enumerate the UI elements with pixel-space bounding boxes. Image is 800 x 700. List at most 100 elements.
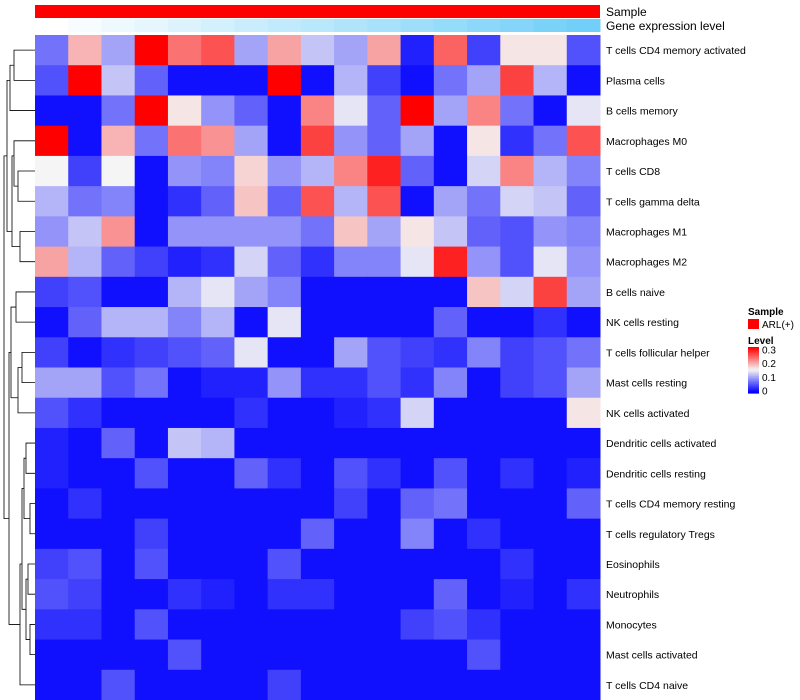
heatmap-cell <box>467 609 501 641</box>
heatmap-cell <box>467 186 501 217</box>
heatmap-cell <box>300 639 335 671</box>
heatmap-cell <box>566 307 601 338</box>
heatmap-cell <box>201 427 235 459</box>
heatmap-cell <box>334 307 368 338</box>
heatmap-cell <box>500 639 535 671</box>
heatmap-cell <box>433 155 468 187</box>
heatmap-cell <box>101 397 136 429</box>
heatmap-cell <box>101 307 136 338</box>
heatmap-cell <box>167 488 202 520</box>
heatmap-cell <box>101 669 136 700</box>
heatmap-cell <box>234 246 269 278</box>
heatmap-cell <box>201 216 235 248</box>
heatmap-cell <box>35 95 69 127</box>
heatmap-cell <box>533 609 568 641</box>
heatmap-cell <box>433 216 468 248</box>
heatmap-cell <box>167 216 202 248</box>
sample-track-label: Sample <box>606 5 647 19</box>
expression-annotation-cell <box>267 19 302 32</box>
heatmap-cell <box>367 35 402 66</box>
heatmap-cell <box>267 155 302 187</box>
heatmap-cell <box>201 95 235 127</box>
heatmap-cell <box>433 397 468 429</box>
heatmap-cell <box>68 488 102 520</box>
heatmap-cell <box>201 35 235 66</box>
row-label: T cells CD4 naive <box>606 680 688 692</box>
heatmap-cell <box>68 307 102 338</box>
heatmap-cell <box>500 579 535 610</box>
sample-annotation-bar <box>35 5 600 18</box>
heatmap-cell <box>35 337 69 368</box>
heatmap-cell <box>400 186 435 217</box>
heatmap-cell <box>433 307 468 338</box>
dendrogram-branch <box>13 140 35 187</box>
heatmap-cell <box>433 669 468 700</box>
heatmap-cell <box>134 65 169 96</box>
heatmap-cell <box>433 609 468 641</box>
heatmap-cell <box>533 488 568 520</box>
heatmap-cell <box>201 367 235 399</box>
heatmap-cell <box>533 639 568 671</box>
heatmap-cell <box>101 246 136 278</box>
heatmap-cell <box>35 548 69 580</box>
heatmap-cell <box>68 548 102 580</box>
heatmap-cell <box>35 367 69 399</box>
heatmap-cell <box>201 397 235 429</box>
heatmap-cell <box>234 609 269 641</box>
heatmap-cell <box>300 186 335 217</box>
heatmap-cell <box>367 65 402 96</box>
row-label: T cells CD4 memory activated <box>606 45 746 57</box>
heatmap-cell <box>433 458 468 489</box>
legend-gradient-step <box>748 373 759 376</box>
heatmap-cell <box>267 125 302 157</box>
heatmap-cell <box>533 579 568 610</box>
heatmap-cell <box>433 35 468 66</box>
heatmap-cell <box>68 609 102 641</box>
heatmap-cell <box>467 246 501 278</box>
legend-gradient-step <box>748 360 759 363</box>
heatmap-cell <box>134 155 169 187</box>
heatmap-cell <box>533 669 568 700</box>
heatmap-cell <box>433 579 468 610</box>
expression-annotation-cell <box>400 19 435 32</box>
heatmap-cell <box>334 548 368 580</box>
heatmap-cell <box>167 518 202 550</box>
row-label: B cells naive <box>606 287 665 299</box>
row-label: Eosinophils <box>606 559 660 571</box>
heatmap-cell <box>35 246 69 278</box>
heatmap-cell <box>334 488 368 520</box>
heatmap-cell <box>300 488 335 520</box>
heatmap-cell <box>433 427 468 459</box>
heatmap-cell <box>300 95 335 127</box>
heatmap-cell <box>167 548 202 580</box>
heatmap-cell <box>533 95 568 127</box>
dendrogram-branch <box>11 155 20 247</box>
heatmap-cell <box>533 276 568 308</box>
heatmap-cell <box>533 548 568 580</box>
heatmap-cell <box>300 518 335 550</box>
heatmap-cell <box>334 65 368 96</box>
heatmap-cell <box>300 155 335 187</box>
heatmap-cell <box>101 427 136 459</box>
legend-level-tick: 0.1 <box>762 373 776 384</box>
heatmap-cell <box>467 307 501 338</box>
heatmap-cell <box>101 35 136 66</box>
heatmap-cell <box>367 307 402 338</box>
heatmap-cell <box>101 488 136 520</box>
heatmap-cell <box>267 337 302 368</box>
heatmap-cell <box>500 427 535 459</box>
heatmap-cell <box>101 65 136 96</box>
heatmap-cell <box>500 548 535 580</box>
heatmap-cell <box>101 186 136 217</box>
expression-annotation-cell <box>134 19 169 32</box>
row-label: Dendritic cells resting <box>606 468 706 480</box>
heatmap-cell <box>101 458 136 489</box>
heatmap-cell <box>234 65 269 96</box>
heatmap-cell <box>500 216 535 248</box>
heatmap-cell <box>234 518 269 550</box>
heatmap-cell <box>201 155 235 187</box>
heatmap-cell <box>234 216 269 248</box>
heatmap-cell <box>68 337 102 368</box>
heatmap-cell <box>467 669 501 700</box>
